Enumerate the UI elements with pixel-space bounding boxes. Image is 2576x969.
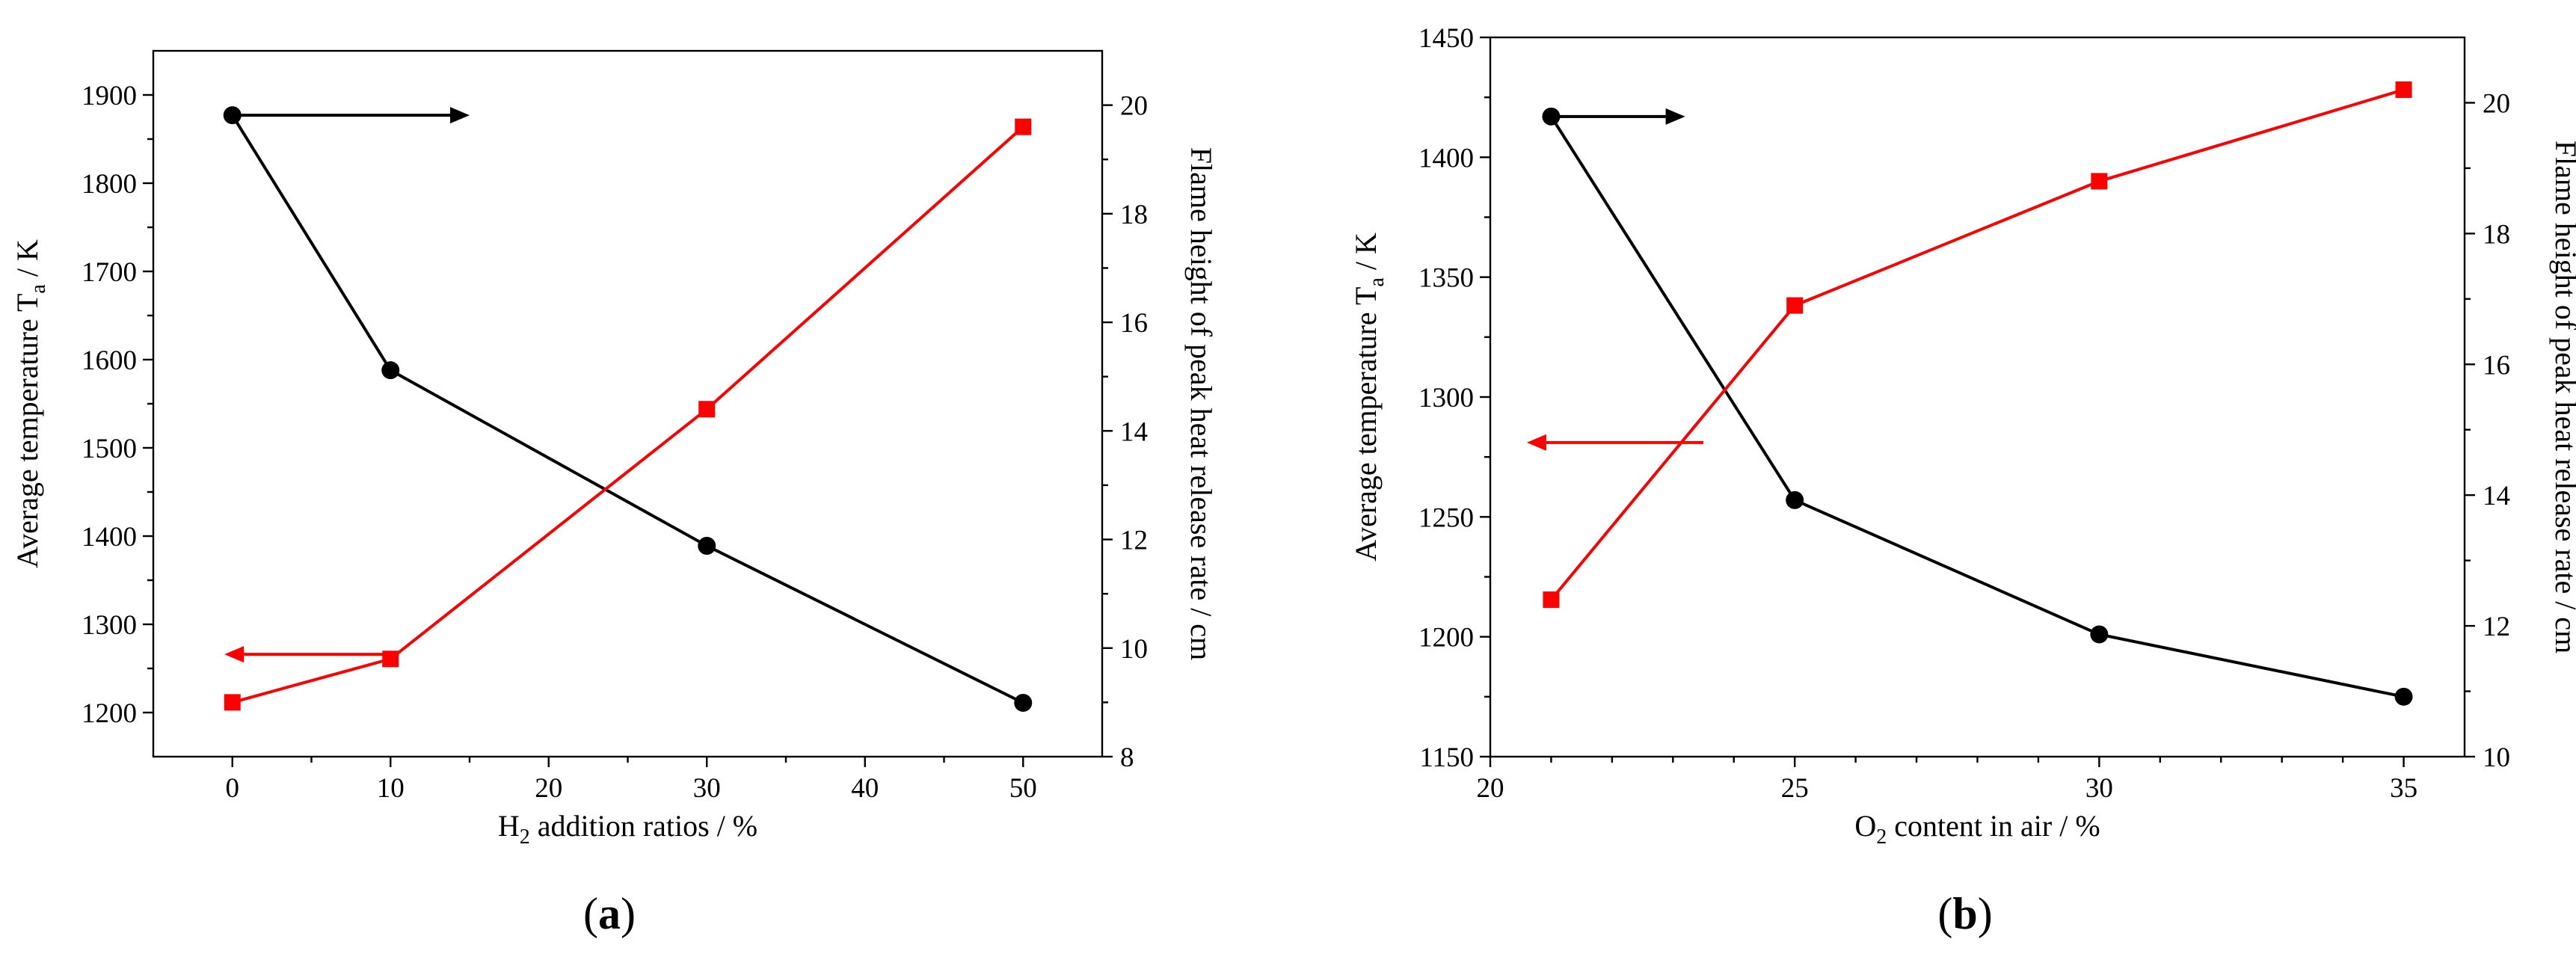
y-left-axis-title-main: Average temperature T — [10, 294, 44, 568]
x-axis-title: O2 content in air / % — [1854, 809, 2100, 849]
y-right-tick-label: 18 — [1120, 200, 1148, 230]
y-left-axis-title: Average temperature Ta / K — [10, 239, 50, 568]
temperature-series-line — [231, 114, 1024, 704]
y-left-tick-label: 1150 — [1419, 742, 1474, 773]
y-right-tick-label: 14 — [2483, 481, 2510, 511]
y-right-tick-label: 10 — [1120, 634, 1148, 665]
left-axis-arrowhead — [1526, 434, 1546, 451]
x-tick-label: 10 — [377, 773, 405, 804]
y-left-tick-label: 1200 — [1418, 623, 1474, 653]
y-left-axis-title-main: Average temperature T — [1349, 287, 1383, 562]
temperature-point — [2090, 625, 2109, 644]
temperature-point — [1786, 490, 1804, 509]
y-right-tick-label: 18 — [2483, 219, 2510, 250]
x-tick-label: 25 — [1781, 773, 1809, 804]
y-right-tick-label: 12 — [2483, 612, 2510, 642]
flame-height-point — [1543, 591, 1560, 609]
flame-height-point — [698, 401, 716, 418]
plot-frame — [152, 49, 1104, 758]
flame-height-series-line — [232, 126, 1024, 704]
y-left-axis-title: Average temperature Ta / K — [1349, 233, 1389, 562]
panel-label-close: ) — [621, 889, 636, 938]
y-left-tick-label: 1400 — [1418, 143, 1474, 173]
x-axis-title-rest: content in air / % — [1887, 809, 2100, 843]
panel-label-letter: b — [1952, 889, 1977, 938]
y-right-axis-title: Flame height of peak heat release rate /… — [2549, 141, 2576, 653]
y-left-tick-label: 1350 — [1418, 263, 1474, 294]
y-left-tick-label: 1400 — [82, 522, 137, 553]
y-left-tick-label: 1600 — [82, 345, 137, 376]
x-tick-label: 20 — [535, 773, 562, 804]
panel-label-close: ) — [1978, 889, 1993, 938]
temperature-point — [1014, 694, 1033, 713]
panel-label: (b) — [1937, 889, 1992, 938]
temperature-point — [381, 361, 400, 380]
x-tick-label: 30 — [2085, 773, 2113, 804]
y-right-tick-label: 14 — [1120, 416, 1148, 447]
panel-label: (a) — [583, 889, 636, 938]
x-tick-label: 50 — [1009, 773, 1037, 804]
flame-height-point — [1786, 297, 1804, 314]
y-left-tick-label: 1200 — [82, 698, 137, 729]
x-axis-title: H2 addition ratios / % — [498, 809, 757, 849]
y-left-axis-title-subscript: a — [1365, 277, 1389, 287]
panel-label-open: ( — [1937, 889, 1952, 938]
plot-frame — [1489, 36, 2466, 758]
y-right-tick-label: 12 — [1120, 526, 1148, 556]
y-right-tick-label: 20 — [2483, 88, 2510, 119]
x-axis-title-subscript: 2 — [1876, 825, 1887, 849]
chart-panel-b: 20 25 30 35 1150 1200 1250 1300 1350 1400 1450 10 12… — [1349, 23, 2576, 938]
y-left-tick-label: 1800 — [82, 169, 137, 200]
y-right-tick-label: 10 — [2483, 742, 2510, 773]
y-left-tick-label: 1500 — [82, 434, 137, 464]
y-left-tick-label: 1300 — [1418, 383, 1474, 413]
x-axis-title-rest: addition ratios / % — [530, 809, 757, 843]
panel-label-open: ( — [583, 889, 598, 938]
x-tick-label: 20 — [1477, 773, 1504, 804]
panel-label-letter: a — [598, 889, 621, 938]
x-axis-title-main: H — [498, 809, 520, 843]
y-right-tick-label: 20 — [1120, 91, 1148, 122]
y-right-axis-title: Flame height of peak heat release rate /… — [1184, 147, 1218, 660]
temperature-point — [698, 536, 716, 555]
right-axis-arrowhead — [450, 107, 470, 124]
x-tick-label: 35 — [2390, 773, 2417, 804]
chart-panel-a: 0 10 20 30 40 50 1200 1300 1400 1500 1600 1700 1800 1… — [10, 49, 1218, 938]
x-axis-title-subscript: 2 — [520, 825, 530, 849]
y-left-tick-label: 1250 — [1418, 502, 1474, 533]
temperature-point — [2394, 687, 2413, 706]
y-right-tick-label: 16 — [2483, 350, 2510, 381]
temperature-series-line — [1549, 115, 2404, 698]
y-right-tick-label: 16 — [1120, 308, 1148, 339]
x-axis-title-main: O — [1854, 809, 1876, 843]
y-left-axis-title-subscript: a — [27, 284, 50, 294]
y-left-tick-label: 1700 — [82, 257, 137, 288]
x-tick-label: 40 — [851, 773, 879, 804]
flame-height-point — [224, 694, 241, 711]
flame-height-series-line — [1549, 88, 2405, 601]
right-axis-arrowhead — [1665, 108, 1685, 125]
y-left-tick-label: 1450 — [1418, 23, 1474, 54]
x-tick-label: 30 — [693, 773, 721, 804]
y-left-tick-label: 1300 — [82, 610, 137, 641]
flame-height-point — [1015, 118, 1032, 135]
y-left-axis-title-rest: / K — [10, 239, 44, 284]
flame-height-point — [2395, 81, 2412, 98]
flame-height-point — [2091, 173, 2108, 190]
y-right-tick-label: 8 — [1120, 742, 1134, 773]
left-axis-arrowhead — [224, 646, 245, 663]
x-tick-label: 0 — [226, 773, 240, 804]
y-left-tick-label: 1900 — [82, 81, 137, 111]
y-left-axis-title-rest: / K — [1349, 233, 1383, 277]
